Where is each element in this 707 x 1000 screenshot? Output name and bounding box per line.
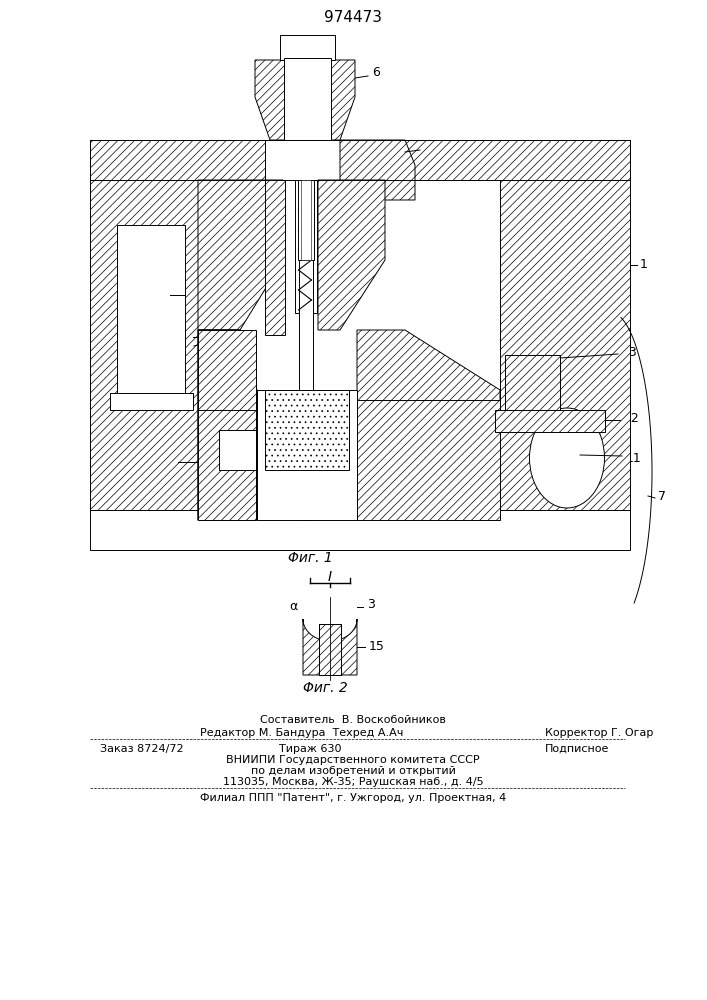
Bar [280, 35, 335, 60]
Text: 2: 2 [160, 286, 168, 300]
Text: 5: 5 [424, 141, 432, 154]
Bar [298, 180, 314, 260]
Text: Подписное: Подписное [545, 744, 609, 754]
Text: 7: 7 [658, 489, 666, 502]
Text: 974473: 974473 [324, 10, 382, 25]
Polygon shape [255, 60, 310, 140]
Bar [219, 430, 256, 470]
Bar [319, 624, 341, 675]
Bar [90, 180, 198, 510]
Bar [117, 225, 185, 400]
Text: I: I [328, 570, 332, 584]
Polygon shape [198, 180, 283, 330]
Polygon shape [310, 60, 355, 140]
Text: 10: 10 [161, 457, 175, 467]
Text: Составитель  В. Воскобойников: Составитель В. Воскобойников [260, 715, 446, 725]
Bar [385, 140, 630, 180]
Text: 12: 12 [624, 412, 640, 424]
Text: 3: 3 [367, 598, 375, 611]
Bar [198, 330, 256, 410]
Polygon shape [303, 619, 357, 675]
Bar [90, 510, 630, 550]
Text: Заказ 8724/72: Заказ 8724/72 [100, 744, 184, 754]
Bar [505, 355, 560, 410]
Text: 1: 1 [640, 258, 648, 271]
Text: 113035, Москва, Ж-35; Раушская наб., д. 4/5: 113035, Москва, Ж-35; Раушская наб., д. … [223, 777, 484, 787]
Bar [299, 260, 313, 520]
Polygon shape [198, 330, 256, 520]
Bar [257, 390, 357, 520]
Bar [90, 140, 265, 180]
Text: 11: 11 [626, 452, 642, 464]
Bar [265, 180, 285, 335]
Bar [198, 410, 500, 510]
Bar [198, 400, 256, 520]
Text: Тираж 630: Тираж 630 [279, 744, 341, 754]
Bar [295, 180, 317, 313]
Text: I: I [398, 401, 402, 415]
Ellipse shape [530, 408, 604, 508]
Text: 15: 15 [369, 641, 385, 654]
Text: 13: 13 [622, 346, 638, 359]
Bar [284, 58, 331, 140]
Bar [495, 410, 605, 432]
Polygon shape [340, 140, 415, 200]
Text: Φиг. 1: Φиг. 1 [288, 551, 332, 565]
Bar [357, 400, 500, 520]
Text: 4: 4 [189, 338, 196, 348]
Text: 6: 6 [372, 66, 380, 80]
Polygon shape [318, 180, 385, 330]
Text: 10: 10 [173, 340, 185, 350]
Text: 9: 9 [183, 330, 190, 340]
Polygon shape [357, 330, 500, 520]
Bar [505, 355, 560, 410]
Bar [301, 180, 311, 260]
Bar [265, 390, 349, 470]
Text: α: α [290, 600, 298, 613]
Text: 8: 8 [205, 452, 213, 464]
Bar [319, 624, 341, 675]
Text: Корректор Г. Огар: Корректор Г. Огар [545, 728, 653, 738]
Text: по делам изобретений и открытий: по делам изобретений и открытий [250, 766, 455, 776]
Text: Филиал ППП "Патент", г. Ужгород, ул. Проектная, 4: Филиал ППП "Патент", г. Ужгород, ул. Про… [200, 793, 506, 803]
Bar [110, 393, 193, 410]
Bar [500, 180, 630, 510]
Text: Φиг. 2: Φиг. 2 [303, 681, 347, 695]
Text: Редактор М. Бандура  Техред А.Ач: Редактор М. Бандура Техред А.Ач [200, 728, 404, 738]
Text: ВНИИПИ Государственного комитета СССР: ВНИИПИ Государственного комитета СССР [226, 755, 480, 765]
